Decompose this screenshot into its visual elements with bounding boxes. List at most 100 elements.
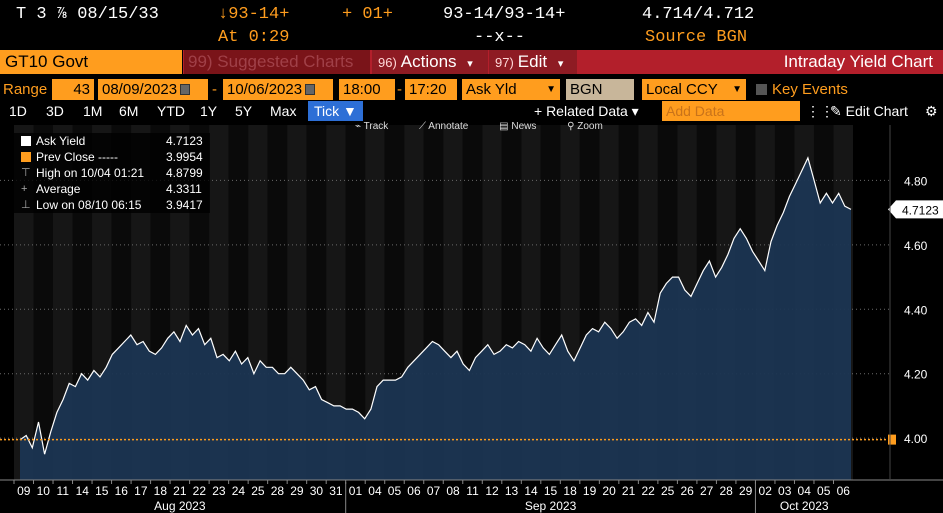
calendar-icon[interactable] [305, 84, 316, 95]
high-value: 4.8799 [166, 166, 203, 180]
price-range: --x-- [474, 28, 526, 47]
key-events-toggle[interactable]: Key Events [756, 79, 848, 100]
day-band [14, 125, 34, 480]
intraday-yield-chart[interactable]: 4.00 4.20 4.40 4.60 4.80 4.7123 09 10 11 14 15 16 17… [0, 121, 943, 513]
edit-chart-button[interactable]: ✎ Edit Chart [830, 103, 908, 119]
end-date-field[interactable]: 10/06/2023 [223, 79, 333, 100]
day-band [345, 125, 366, 480]
source-field[interactable]: BGN [566, 79, 634, 100]
high-label: High on 10/04 01:21 [36, 166, 145, 180]
suggested-charts-button[interactable]: 99) Suggested Charts [184, 50, 370, 74]
x-tick-label: 22 [193, 484, 207, 498]
function-bar: GT10 Govt 99) Suggested Charts 96) Action… [0, 50, 943, 74]
add-data-input[interactable]: Add Data [662, 101, 800, 121]
legend-row-low[interactable]: ⊥ Low on 08/10 06:15 3.9417 [14, 197, 210, 213]
bid-ask-price: 93-14/93-14+ [443, 5, 566, 24]
actions-menu-button[interactable]: 96) Actions ▾ [372, 50, 488, 74]
news-tool[interactable]: ▤ News [499, 121, 537, 132]
low-marker-icon: ⊥ [21, 199, 31, 211]
ask-yield-label: Ask Yield [36, 134, 86, 148]
period-1m[interactable]: 1M [83, 103, 103, 119]
legend-row-prev-close[interactable]: Prev Close ----- 3.9954 [14, 149, 210, 165]
average-value: 4.3311 [166, 182, 202, 196]
ticker-field[interactable]: GT10 Govt [0, 50, 183, 74]
period-row: 1D 3D 1M 6M YTD 1Y 5Y Max Tick ▼ + Relat… [0, 101, 943, 121]
net-change: + 01+ [342, 5, 394, 24]
annotate-tool[interactable]: ⟋ Annotate [419, 121, 469, 132]
bid-ask-yield: 4.714/4.712 [642, 5, 755, 24]
end-time-field[interactable]: 17:20 [405, 79, 457, 100]
period-tick-active[interactable]: Tick ▼ [308, 101, 363, 121]
month-label: Oct 2023 [780, 499, 829, 513]
period-1y[interactable]: 1Y [200, 103, 218, 119]
end-date-value: 10/06/2023 [227, 81, 303, 98]
y-tick-label: 4.60 [904, 239, 928, 253]
actions-menu-number: 96) [378, 55, 397, 70]
x-tick-label: 20 [602, 484, 616, 498]
actions-menu-label: Actions [400, 52, 457, 71]
x-tick-label: 30 [310, 484, 324, 498]
x-tick-label: 16 [115, 484, 129, 498]
x-tick-label: 04 [798, 484, 812, 498]
last-value-label: 4.7123 [902, 203, 939, 217]
legend-row-ask-yield[interactable]: Ask Yield 4.7123 [14, 133, 210, 149]
chart-toolbar: ⌁ Track ⟋ Annotate ▤ News ⚲ Zoom [355, 121, 631, 139]
period-5y[interactable]: 5Y [235, 103, 253, 119]
period-max[interactable]: Max [270, 103, 297, 119]
quote-line: T 3 ⅞ 08/15/33 ↓93-14+ + 01+ 93-14/93-14… [0, 0, 943, 48]
edit-menu-button[interactable]: 97) Edit ▾ [489, 50, 577, 74]
period-6m[interactable]: 6M [119, 103, 139, 119]
prev-close-value: 3.9954 [166, 150, 203, 164]
function-title: Intraday Yield Chart [783, 52, 933, 71]
track-tool[interactable]: ⌁ Track [355, 121, 389, 132]
period-ytd[interactable]: YTD [157, 103, 185, 119]
x-tick-label: 14 [76, 484, 90, 498]
x-tick-label: 21 [622, 484, 636, 498]
related-data-button[interactable]: + Related Data ▾ [534, 103, 639, 119]
ask-yield-swatch [21, 136, 31, 146]
x-tick-label: 05 [817, 484, 831, 498]
x-tick-label: 15 [95, 484, 109, 498]
calendar-icon[interactable] [180, 84, 191, 95]
x-tick-label: 21 [173, 484, 187, 498]
x-tick-label: 04 [368, 484, 382, 498]
period-1d[interactable]: 1D [9, 103, 27, 119]
currency-select[interactable]: Local CCY ▼ [642, 79, 746, 100]
x-tick-label: 06 [407, 484, 421, 498]
x-tick-label: 08 [446, 484, 460, 498]
key-events-checkbox[interactable] [756, 84, 767, 95]
chevron-down-icon: ▾ [557, 58, 564, 70]
month-label: Sep 2023 [525, 499, 577, 513]
x-tick-label: 25 [251, 484, 265, 498]
period-3d[interactable]: 3D [46, 103, 64, 119]
zoom-tool[interactable]: ⚲ Zoom [567, 121, 603, 132]
grip-icon[interactable]: ⋮⋮ [806, 103, 834, 119]
x-tick-label: 25 [661, 484, 675, 498]
x-tick-label: 02 [759, 484, 773, 498]
range-row: Range 43 08/09/2023 - 10/06/2023 18:00 -… [0, 79, 943, 101]
yield-line [19, 156, 852, 455]
x-tick-label: 19 [583, 484, 597, 498]
start-time-field[interactable]: 18:00 [339, 79, 395, 100]
ask-yield-value: 4.7123 [166, 134, 203, 148]
low-value: 3.9417 [166, 198, 203, 212]
news-tool-label: News [511, 121, 537, 132]
x-tick-label: 06 [837, 484, 851, 498]
edit-menu-number: 97) [495, 55, 514, 70]
x-tick-label: 18 [563, 484, 577, 498]
range-label: Range [3, 81, 48, 98]
x-tick-label: 23 [212, 484, 226, 498]
prev-close-marker [888, 434, 896, 445]
legend-row-average[interactable]: + Average 4.3311 [14, 181, 210, 197]
legend-row-high[interactable]: ⊤ High on 10/04 01:21 4.8799 [14, 165, 210, 181]
field-select[interactable]: Ask Yld ▼ [462, 79, 560, 100]
gear-icon[interactable]: ⚙ [925, 103, 938, 119]
edit-menu-label: Edit [517, 52, 548, 71]
y-tick-label: 4.20 [904, 368, 928, 382]
currency-select-value: Local CCY [646, 81, 718, 98]
x-tick-label: 12 [485, 484, 499, 498]
day-band [326, 125, 346, 480]
num-points-field[interactable]: 43 [52, 79, 94, 100]
start-date-field[interactable]: 08/09/2023 [98, 79, 208, 100]
y-tick-label: 4.40 [904, 303, 928, 317]
